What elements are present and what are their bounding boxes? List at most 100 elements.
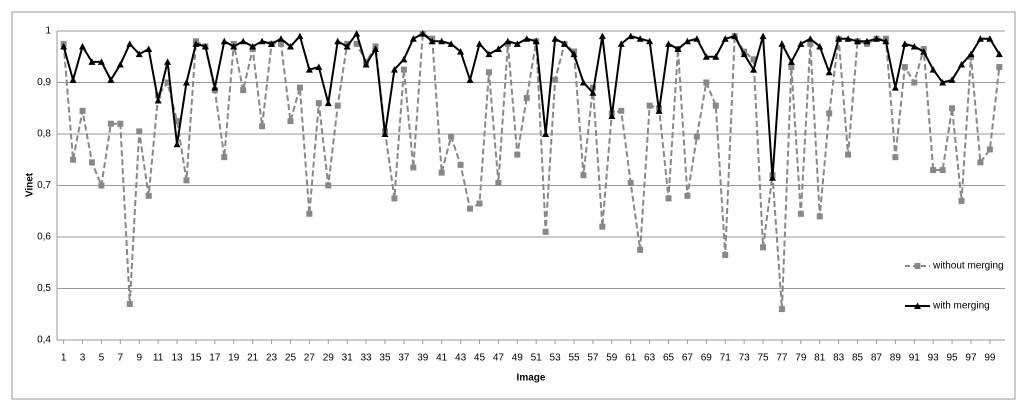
point — [259, 123, 266, 130]
x-tick-label: 27 — [304, 353, 316, 364]
point — [768, 174, 776, 181]
x-tick-label: 69 — [701, 353, 713, 364]
point — [901, 64, 908, 71]
point — [183, 177, 190, 184]
point — [513, 40, 521, 47]
x-tick-label: 45 — [474, 353, 486, 364]
point — [551, 35, 559, 42]
x-tick-label: 61 — [625, 353, 637, 364]
x-tick-label: 25 — [285, 353, 297, 364]
point — [910, 42, 918, 50]
point — [637, 246, 644, 253]
x-tick-label: 77 — [776, 353, 788, 364]
point — [523, 94, 530, 101]
x-tick-label: 23 — [266, 353, 278, 364]
point — [447, 40, 455, 47]
point — [164, 79, 171, 86]
point — [135, 50, 143, 58]
x-tick-label: 57 — [587, 353, 599, 364]
point — [542, 130, 550, 137]
point — [277, 35, 285, 42]
point — [665, 40, 673, 47]
point — [230, 42, 238, 50]
x-tick-label: 41 — [436, 353, 448, 364]
point — [598, 32, 606, 40]
x-tick-label: 43 — [455, 353, 467, 364]
point — [872, 35, 880, 42]
x-tick-label: 99 — [984, 353, 996, 364]
point — [107, 120, 114, 127]
point — [88, 58, 96, 65]
x-tick-label: 67 — [682, 353, 694, 364]
x-tick-label: 89 — [890, 353, 902, 364]
point — [126, 300, 133, 307]
point — [362, 60, 370, 68]
point — [88, 159, 95, 166]
point — [693, 35, 701, 42]
x-tick-label: 83 — [833, 353, 845, 364]
point — [278, 40, 285, 47]
x-tick-label: 49 — [512, 353, 524, 364]
point — [448, 133, 455, 140]
point — [996, 64, 1003, 71]
point — [778, 40, 786, 47]
point — [684, 192, 691, 199]
point — [636, 35, 644, 42]
point — [721, 35, 729, 42]
point — [296, 32, 304, 40]
x-tick-label: 85 — [852, 353, 864, 364]
x-tick-label: 5 — [99, 353, 105, 364]
point — [892, 154, 899, 161]
point — [552, 76, 559, 83]
x-tick-label: 9 — [136, 353, 142, 364]
point — [485, 50, 493, 58]
point — [948, 76, 956, 83]
point — [580, 172, 587, 179]
point — [296, 84, 303, 91]
point — [854, 37, 862, 45]
point — [201, 42, 209, 50]
point — [466, 76, 474, 83]
point — [475, 40, 483, 47]
point — [70, 156, 77, 163]
point — [315, 63, 323, 71]
point — [825, 68, 833, 76]
point — [958, 197, 965, 204]
y-tick-label: 0,5 — [37, 283, 51, 294]
series-line — [62, 31, 1001, 178]
point — [570, 50, 578, 58]
x-tick-label: 33 — [361, 353, 373, 364]
point — [145, 192, 152, 199]
x-tick-label: 1 — [61, 353, 67, 364]
x-tick-label: 35 — [379, 353, 391, 364]
point — [863, 37, 871, 45]
x-tick-label: 81 — [814, 353, 826, 364]
point — [391, 195, 398, 202]
point — [117, 120, 124, 127]
point — [712, 102, 719, 109]
y-tick-label: 0,4 — [37, 335, 51, 346]
x-tick-label: 63 — [644, 353, 656, 364]
point — [712, 53, 720, 60]
x-tick-label: 75 — [757, 353, 769, 364]
x-tick-label: 39 — [417, 353, 429, 364]
point — [400, 55, 408, 63]
point — [287, 118, 294, 125]
x-tick-label: 87 — [871, 353, 883, 364]
point — [457, 161, 464, 168]
point — [618, 107, 625, 114]
y-tick-label: 0,8 — [37, 129, 51, 140]
point — [353, 30, 361, 37]
point — [192, 40, 200, 47]
x-tick-label: 3 — [80, 353, 86, 364]
y-tick-label: 0,9 — [37, 77, 51, 88]
x-tick-label: 59 — [606, 353, 618, 364]
point — [977, 159, 984, 166]
point — [381, 130, 389, 137]
point — [60, 42, 68, 50]
x-tick-label: 79 — [795, 353, 807, 364]
point — [929, 66, 937, 73]
point — [221, 154, 228, 161]
x-tick-label: 65 — [663, 353, 675, 364]
point — [967, 50, 975, 58]
